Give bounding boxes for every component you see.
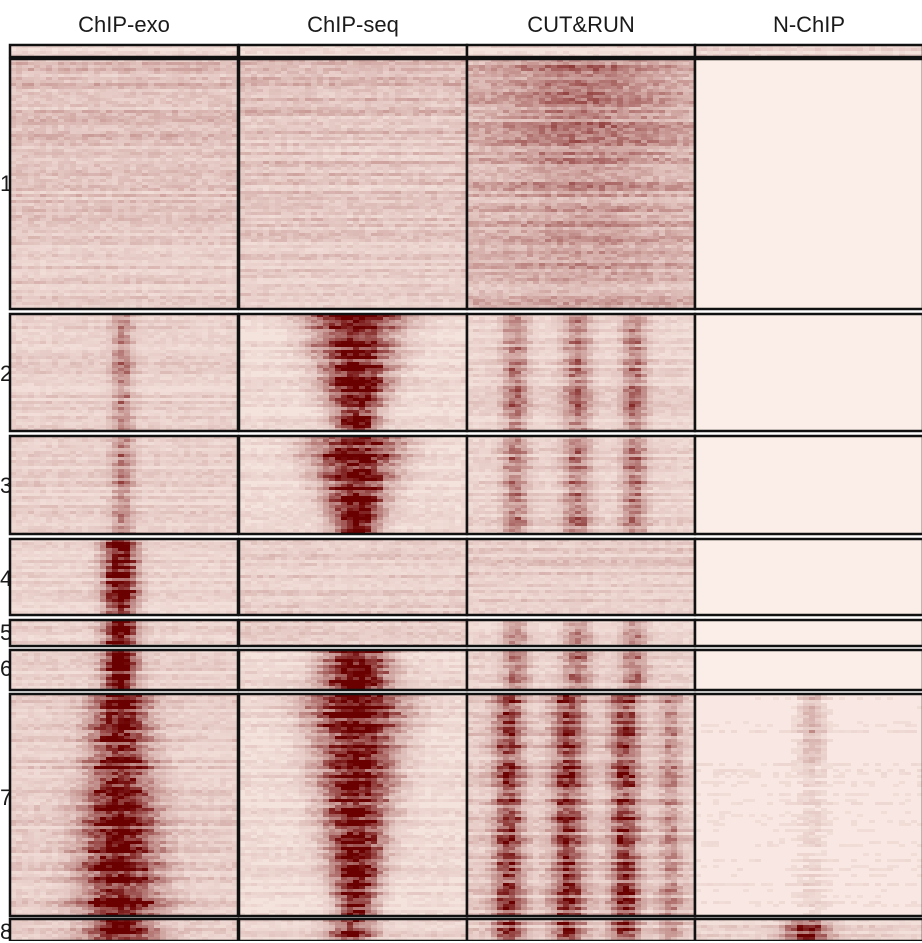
heatmap-panel-cluster-6-chip-seq — [239, 650, 467, 690]
heatmap-panel-cluster-1-n-chip — [695, 59, 922, 309]
heatmap-panel-cluster-4-chip-exo — [10, 539, 238, 615]
heatmap-panel-cluster-2-n-chip — [695, 314, 922, 431]
heatmap-panel-cluster-7-chip-exo — [10, 694, 238, 916]
heatmap-panel-cluster-1-chip-exo — [10, 59, 238, 309]
heatmap-panel-cluster-2-chip-seq — [239, 314, 467, 431]
heatmap-panel-cluster-8-n-chip — [695, 919, 922, 941]
heatmap-panel-cluster-8-chip-exo — [10, 919, 238, 941]
heatmap-panel-cluster-0-chip-exo — [10, 45, 238, 57]
heatmap-panel-cluster-5-n-chip — [695, 620, 922, 646]
heatmap-panel-cluster-6-chip-exo — [10, 650, 238, 690]
heatmap-panel-cluster-5-cut-and-run — [467, 620, 695, 646]
heatmap-panel-cluster-5-chip-seq — [239, 620, 467, 646]
heatmap-panel-cluster-3-n-chip — [695, 436, 922, 534]
heatmap-panel-cluster-1-cut-and-run — [467, 59, 695, 309]
heatmap-panel-cluster-7-n-chip — [695, 694, 922, 916]
heatmap-panel-cluster-8-chip-seq — [239, 919, 467, 941]
heatmap-panel-cluster-3-cut-and-run — [467, 436, 695, 534]
heatmap-panel-cluster-0-cut-and-run — [467, 45, 695, 57]
heatmap-panel-cluster-0-n-chip — [695, 45, 922, 57]
heatmap-panel-cluster-4-cut-and-run — [467, 539, 695, 615]
heatmap-panel-cluster-0-chip-seq — [239, 45, 467, 57]
heatmap-panel-cluster-7-cut-and-run — [467, 694, 695, 916]
heatmap-panel-cluster-6-cut-and-run — [467, 650, 695, 690]
heatmap-panel-cluster-3-chip-seq — [239, 436, 467, 534]
heatmap-panel-cluster-2-cut-and-run — [467, 314, 695, 431]
heatmap-panel-cluster-3-chip-exo — [10, 436, 238, 534]
heatmap-panel-cluster-8-cut-and-run — [467, 919, 695, 941]
heatmap-panel-cluster-2-chip-exo — [10, 314, 238, 431]
heatmap-panel-cluster-4-n-chip — [695, 539, 922, 615]
heatmap-panel-cluster-5-chip-exo — [10, 620, 238, 646]
heatmap-panel-cluster-6-n-chip — [695, 650, 922, 690]
heatmap-panel-cluster-1-chip-seq — [239, 59, 467, 309]
heatmap-panel-cluster-7-chip-seq — [239, 694, 467, 916]
heatmap-panel-cluster-4-chip-seq — [239, 539, 467, 615]
